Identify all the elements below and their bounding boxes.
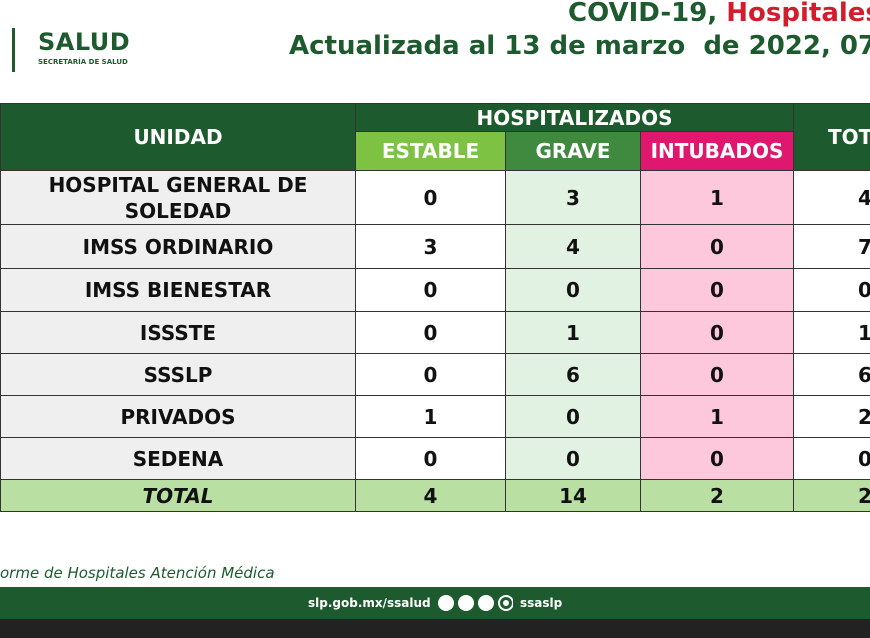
value-cell: 6 xyxy=(793,353,870,396)
footer-url[interactable]: slp.gob.mx/ssalud xyxy=(308,596,431,610)
unit-cell: SSSLP xyxy=(0,353,356,396)
value-cell: 0 xyxy=(505,437,641,480)
value-cell: 0 xyxy=(355,437,506,480)
column-header: INTUBADOS xyxy=(639,131,795,171)
unit-cell: TOTAL xyxy=(0,479,356,512)
value-cell: 0 xyxy=(355,353,506,396)
unit-cell: HOSPITAL GENERAL DE SOLEDAD xyxy=(0,170,356,225)
value-cell: 2 xyxy=(639,479,795,512)
value-cell: 0 xyxy=(505,268,641,312)
value-cell: 2 xyxy=(793,395,870,438)
value-cell: 7 xyxy=(793,224,870,269)
value-cell: 0 xyxy=(639,224,795,269)
unit-cell: SEDENA xyxy=(0,437,356,480)
value-cell: 0 xyxy=(505,395,641,438)
hospital-table: UNIDAD HOSPITALIZADOS TOT ESTABLE GRAVE … xyxy=(0,103,870,512)
table-row: SSSLP0606 xyxy=(0,353,870,396)
social-icons xyxy=(438,595,513,611)
table-row: TOTAL414220 xyxy=(0,479,870,512)
unit-cell: IMSS ORDINARIO xyxy=(0,224,356,269)
value-cell: 4 xyxy=(793,170,870,225)
table-row: SEDENA0000 xyxy=(0,437,870,480)
value-cell: 6 xyxy=(505,353,641,396)
logo-subtitle: SECRETARÍA DE SALUD xyxy=(38,58,128,66)
group-header: HOSPITALIZADOS xyxy=(354,103,795,132)
table-row: IMSS BIENESTAR0000 xyxy=(0,268,870,312)
value-cell: 0 xyxy=(639,311,795,354)
unit-header: UNIDAD xyxy=(0,103,356,171)
value-cell: 4 xyxy=(505,224,641,269)
unit-cell: PRIVADOS xyxy=(0,395,356,438)
table-row: IMSS ORDINARIO3407 xyxy=(0,224,870,269)
table-row: HOSPITAL GENERAL DE SOLEDAD0314 xyxy=(0,170,870,225)
title-start: COVID-19, xyxy=(568,0,718,28)
unit-cell: IMSS BIENESTAR xyxy=(0,268,356,312)
footnote: orme de Hospitales Atención Médica xyxy=(0,564,275,582)
value-cell: 14 xyxy=(505,479,641,512)
column-header: GRAVE xyxy=(505,131,641,171)
value-cell: 1 xyxy=(793,311,870,354)
value-cell: 0 xyxy=(639,437,795,480)
total-header: TOT xyxy=(793,103,870,171)
subtitle: Actualizada al 13 de marzo de 2022, 07: xyxy=(289,31,870,61)
value-cell: 4 xyxy=(355,479,506,512)
value-cell: 0 xyxy=(639,268,795,312)
value-cell: 0 xyxy=(355,268,506,312)
footer-bar: slp.gob.mx/ssalud ssaslp xyxy=(0,587,870,619)
title-highlight: Hospitales xyxy=(726,0,870,28)
value-cell: 1 xyxy=(505,311,641,354)
value-cell: 0 xyxy=(355,311,506,354)
value-cell: 0 xyxy=(793,268,870,312)
footer-handle[interactable]: ssaslp xyxy=(520,596,563,610)
value-cell: 20 xyxy=(793,479,870,512)
table-row: PRIVADOS1012 xyxy=(0,395,870,438)
value-cell: 0 xyxy=(639,353,795,396)
value-cell: 0 xyxy=(355,170,506,225)
logo-bar xyxy=(12,28,15,72)
value-cell: 3 xyxy=(505,170,641,225)
unit-cell: ISSSTE xyxy=(0,311,356,354)
title: COVID-19, Hospitales xyxy=(568,0,870,28)
logo-title: SALUD xyxy=(38,28,131,56)
value-cell: 1 xyxy=(639,395,795,438)
value-cell: 1 xyxy=(355,395,506,438)
value-cell: 3 xyxy=(355,224,506,269)
value-cell: 0 xyxy=(793,437,870,480)
value-cell: 1 xyxy=(639,170,795,225)
column-header: ESTABLE xyxy=(355,131,506,171)
bottom-bar xyxy=(0,619,870,638)
table-row: ISSSTE0101 xyxy=(0,311,870,354)
